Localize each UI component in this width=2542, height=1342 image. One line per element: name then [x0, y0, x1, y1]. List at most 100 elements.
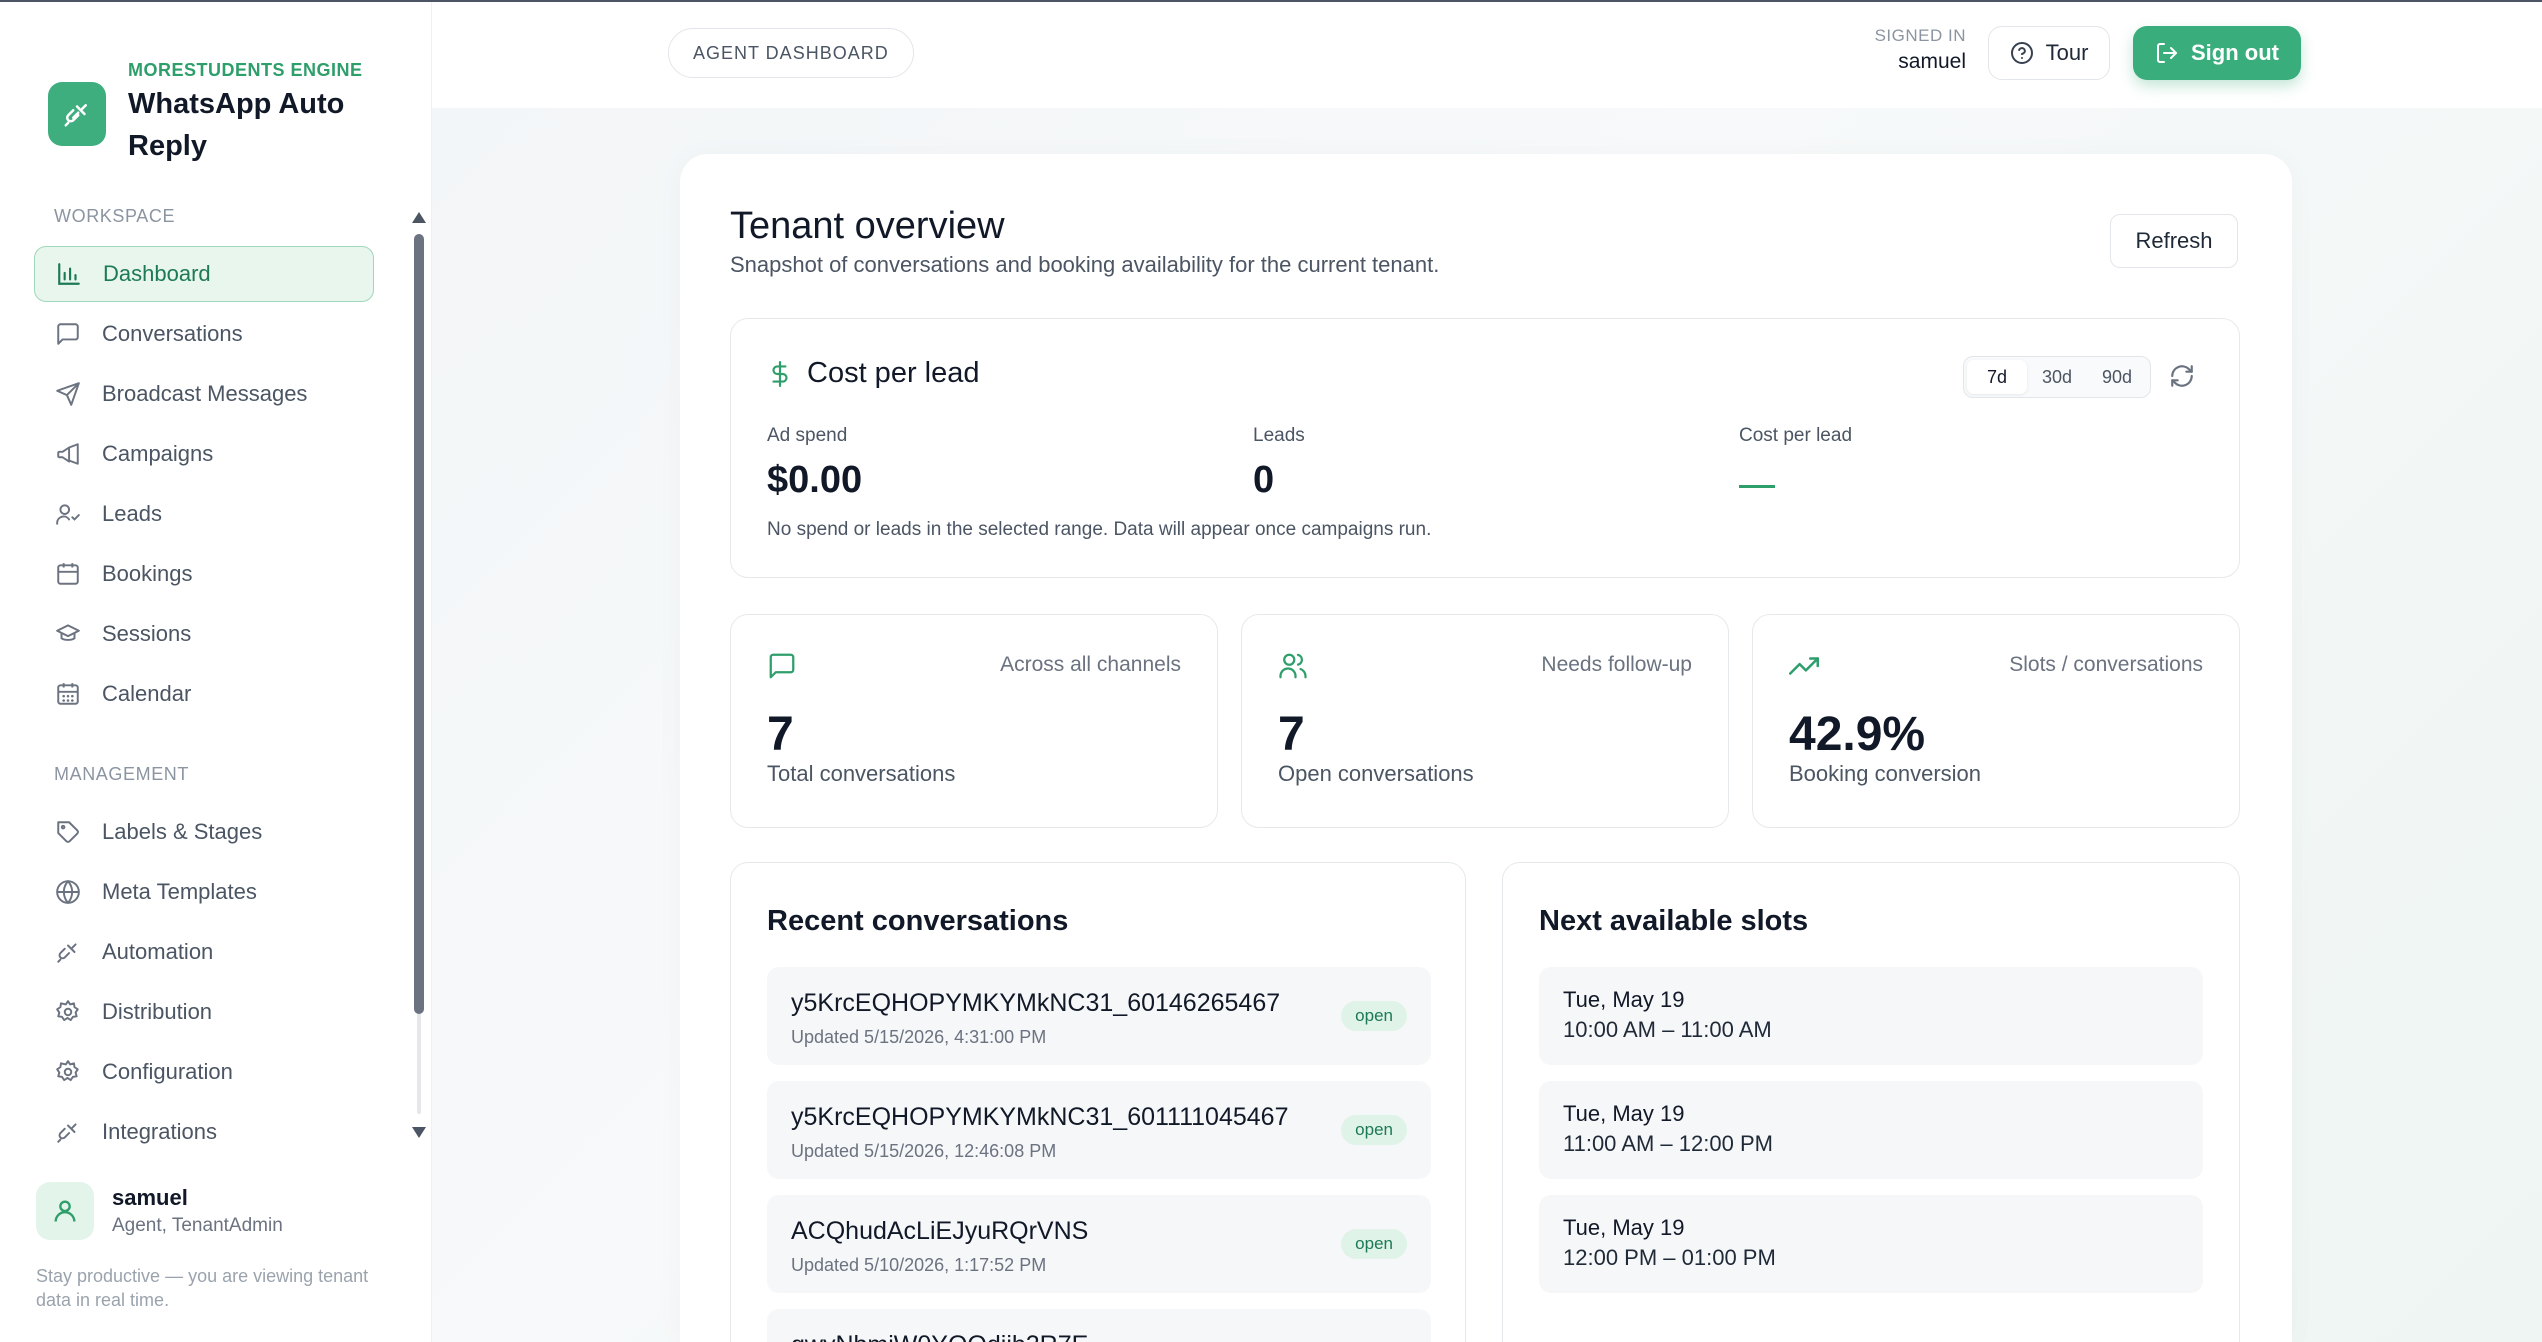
- dollar-icon: [767, 359, 793, 389]
- management-nav: Labels & Stages Meta Templates Automatio…: [34, 804, 374, 1164]
- cost-per-lead-title: Cost per lead: [807, 357, 980, 389]
- stat-hint: Needs follow-up: [1541, 653, 1692, 676]
- sidebar-item-conversations[interactable]: Conversations: [34, 306, 374, 362]
- stat-hint: Across all channels: [1000, 653, 1181, 676]
- sidebar-item-calendar[interactable]: Calendar: [34, 666, 374, 722]
- message-square-icon: [767, 651, 797, 681]
- sidebar-item-broadcast-messages[interactable]: Broadcast Messages: [34, 366, 374, 422]
- stat-value: 7: [1278, 708, 1305, 761]
- sidebar-item-campaigns[interactable]: Campaigns: [34, 426, 374, 482]
- sidebar-item-distribution[interactable]: Distribution: [34, 984, 374, 1040]
- sidebar-item-dashboard[interactable]: Dashboard: [34, 246, 374, 302]
- slot-day: Tue, May 19: [1563, 1101, 1685, 1126]
- megaphone-icon: [54, 440, 82, 468]
- scroll-up-arrow-icon[interactable]: [412, 212, 426, 223]
- sidebar-scrollbar[interactable]: [412, 212, 426, 1138]
- refresh-button[interactable]: Refresh: [2110, 214, 2238, 268]
- conversation-row[interactable]: y5KrcEQHOPYMKYMkNC31_601111045467 Update…: [767, 1081, 1431, 1179]
- conversation-row[interactable]: gwyNbmiW0YOOdjih2R7E open: [767, 1309, 1431, 1342]
- message-square-icon: [54, 320, 82, 348]
- status-badge: open: [1341, 1115, 1407, 1145]
- recent-conversations-card: Recent conversations y5KrcEQHOPYMKYMkNC3…: [730, 862, 1466, 1342]
- sign-out-button[interactable]: Sign out: [2133, 26, 2301, 80]
- cpl-metric: Cost per lead: [1739, 425, 1852, 488]
- refresh-cw-icon[interactable]: [2169, 363, 2195, 389]
- scroll-thumb[interactable]: [414, 234, 424, 1014]
- scroll-down-arrow-icon[interactable]: [412, 1127, 426, 1138]
- help-circle-icon: [2010, 41, 2034, 65]
- brand-title: WhatsApp Auto Reply: [128, 88, 345, 162]
- gear-icon: [54, 998, 82, 1026]
- workspace-nav: Dashboard Conversations Broadcast Messag…: [34, 246, 374, 726]
- sidebar-item-label: Labels & Stages: [102, 819, 263, 844]
- graduation-cap-icon: [54, 620, 82, 648]
- user-role: Agent, TenantAdmin: [112, 1215, 283, 1236]
- sidebar-item-label: Conversations: [102, 321, 243, 346]
- slot-time: 11:00 AM – 12:00 PM: [1563, 1131, 1773, 1156]
- sidebar-item-label: Dashboard: [103, 261, 211, 286]
- user-name: samuel: [112, 1185, 188, 1210]
- sidebar-item-label: Leads: [102, 501, 162, 526]
- sidebar-item-sessions[interactable]: Sessions: [34, 606, 374, 662]
- signed-in-user: samuel: [1898, 50, 1966, 73]
- footer-note: Stay productive — you are viewing tenant…: [36, 1266, 369, 1310]
- sidebar-item-label: Sessions: [102, 621, 192, 646]
- sidebar-item-meta-templates[interactable]: Meta Templates: [34, 864, 374, 920]
- plug-icon: [54, 938, 82, 966]
- sidebar-item-labels-stages[interactable]: Labels & Stages: [34, 804, 374, 860]
- conversation-updated: Updated 5/15/2026, 4:31:00 PM: [791, 1027, 1047, 1047]
- slot-item[interactable]: Tue, May 19 12:00 PM – 01:00 PM: [1539, 1195, 2203, 1293]
- conversation-row[interactable]: y5KrcEQHOPYMKYMkNC31_60146265467 Updated…: [767, 967, 1431, 1065]
- slot-item[interactable]: Tue, May 19 10:00 AM – 11:00 AM: [1539, 967, 2203, 1065]
- gear-icon: [54, 1058, 82, 1086]
- sidebar-item-automation[interactable]: Automation: [34, 924, 374, 980]
- conversation-id: y5KrcEQHOPYMKYMkNC31_601111045467: [791, 1103, 1289, 1131]
- slot-item[interactable]: Tue, May 19 11:00 AM – 12:00 PM: [1539, 1081, 2203, 1179]
- trending-up-icon: [1789, 651, 1819, 681]
- status-badge: open: [1341, 1229, 1407, 1259]
- next-slots-title: Next available slots: [1539, 905, 1809, 937]
- sidebar-item-label: Distribution: [102, 999, 213, 1024]
- user-card[interactable]: samuel Agent, TenantAdmin: [36, 1182, 283, 1240]
- next-slots-card: Next available slots Tue, May 19 10:00 A…: [1502, 862, 2240, 1342]
- signed-in-block: SIGNED IN samuel: [1870, 26, 1966, 74]
- sidebar-item-label: Integrations: [102, 1119, 217, 1144]
- conversation-updated: Updated 5/10/2026, 1:17:52 PM: [791, 1255, 1047, 1275]
- ad-spend-label: Ad spend: [767, 425, 848, 446]
- users-icon: [1278, 651, 1308, 681]
- sidebar-item-bookings[interactable]: Bookings: [34, 546, 374, 602]
- sidebar-item-label: Configuration: [102, 1059, 233, 1084]
- sidebar-item-leads[interactable]: Leads: [34, 486, 374, 542]
- range-90d[interactable]: 90d: [2101, 366, 2133, 387]
- globe-icon: [54, 878, 82, 906]
- page-title: Tenant overview: [730, 205, 1005, 247]
- sidebar-item-configuration[interactable]: Configuration: [34, 1044, 374, 1100]
- sidebar-item-label: Automation: [102, 939, 214, 964]
- sidebar-item-label: Calendar: [102, 681, 192, 706]
- conversation-row[interactable]: ACQhudAcLiEJyuRQrVNS Updated 5/10/2026, …: [767, 1195, 1431, 1293]
- sign-out-label: Sign out: [2191, 40, 2279, 65]
- conversation-id: y5KrcEQHOPYMKYMkNC31_60146265467: [791, 989, 1281, 1017]
- range-30d[interactable]: 30d: [2041, 366, 2073, 387]
- tour-button[interactable]: Tour: [1988, 26, 2110, 80]
- slot-time: 10:00 AM – 11:00 AM: [1563, 1017, 1772, 1042]
- conversation-id: gwyNbmiW0YOOdjih2R7E: [791, 1331, 1088, 1342]
- leads-metric: Leads 0: [1253, 425, 1305, 502]
- management-section-label: MANAGEMENT: [54, 764, 190, 784]
- sidebar-item-label: Campaigns: [102, 441, 214, 466]
- leads-label: Leads: [1253, 425, 1305, 446]
- stat-card-open-conversations: Needs follow-up 7 Open conversations: [1241, 614, 1729, 828]
- cpl-empty-dash: [1739, 485, 1775, 488]
- stat-hint: Slots / conversations: [2009, 653, 2203, 676]
- page-subtitle: Snapshot of conversations and booking av…: [730, 252, 1440, 277]
- stat-card-total-conversations: Across all channels 7 Total conversation…: [730, 614, 1218, 828]
- calendar-grid-icon: [54, 680, 82, 708]
- tour-label: Tour: [2045, 40, 2089, 65]
- stat-value: 7: [767, 708, 794, 761]
- sidebar-item-integrations[interactable]: Integrations: [34, 1104, 374, 1160]
- range-7d[interactable]: 7d: [1967, 360, 2027, 394]
- avatar: [36, 1182, 94, 1240]
- brand: MORESTUDENTS ENGINE WhatsApp Auto Reply: [48, 60, 363, 167]
- stat-label: Total conversations: [767, 761, 956, 786]
- stat-label: Booking conversion: [1789, 761, 1982, 786]
